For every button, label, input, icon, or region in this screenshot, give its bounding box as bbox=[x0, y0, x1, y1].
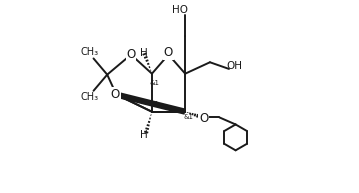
Text: CH₃: CH₃ bbox=[80, 92, 98, 102]
Text: CH₃: CH₃ bbox=[80, 47, 98, 57]
Text: O: O bbox=[126, 48, 136, 61]
Text: H: H bbox=[140, 130, 148, 140]
Text: OH: OH bbox=[227, 61, 243, 71]
Text: &1: &1 bbox=[150, 101, 160, 107]
Text: &1: &1 bbox=[150, 80, 160, 86]
Text: &1: &1 bbox=[183, 114, 193, 120]
Text: O: O bbox=[164, 46, 173, 59]
Text: H: H bbox=[140, 48, 148, 58]
Text: O: O bbox=[199, 112, 208, 125]
Text: HO: HO bbox=[172, 5, 188, 15]
Text: O: O bbox=[111, 88, 120, 101]
